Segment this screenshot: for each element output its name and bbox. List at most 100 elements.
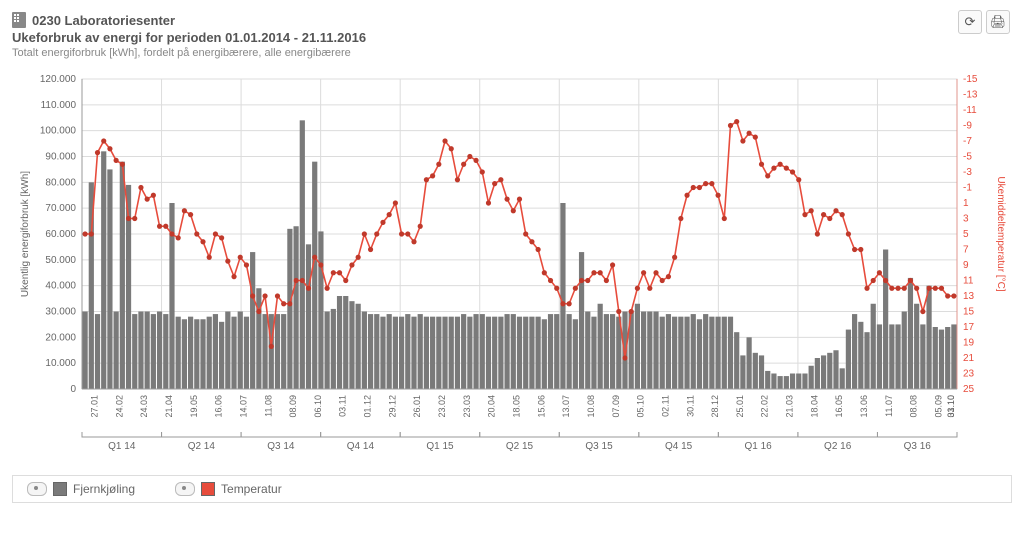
svg-text:Q3 16: Q3 16 (904, 441, 932, 452)
svg-text:10.000: 10.000 (45, 358, 76, 369)
svg-text:23.02: 23.02 (437, 395, 447, 418)
svg-text:30.11: 30.11 (685, 395, 695, 417)
svg-text:21.04: 21.04 (164, 395, 174, 418)
svg-text:06.10: 06.10 (313, 395, 323, 418)
svg-text:3: 3 (963, 214, 969, 225)
svg-text:23: 23 (963, 369, 975, 380)
legend: Fjernkjøling Temperatur (12, 475, 1012, 503)
refresh-button[interactable]: ⟳ (958, 10, 982, 34)
svg-text:17: 17 (963, 322, 975, 333)
energy-chart: 0 10.000 20.000 30.000 40.000 50.000 60.000 70.… (12, 69, 1012, 469)
svg-text:50.000: 50.000 (45, 255, 76, 266)
svg-text:27.01: 27.01 (90, 395, 100, 418)
svg-text:Q1 16: Q1 16 (745, 441, 773, 452)
svg-text:21: 21 (963, 353, 975, 364)
svg-text:18.04: 18.04 (809, 395, 819, 418)
legend-item-fjernkjoling[interactable]: Fjernkjøling (27, 482, 135, 496)
legend-item-temperatur[interactable]: Temperatur (175, 482, 282, 496)
building-header: 0230 Laboratoriesenter (12, 12, 1012, 28)
svg-text:100.000: 100.000 (40, 126, 77, 137)
svg-text:-9: -9 (963, 121, 972, 132)
svg-text:13.06: 13.06 (859, 395, 869, 418)
print-button[interactable]: 🖨 (986, 10, 1010, 34)
svg-text:24.02: 24.02 (114, 395, 124, 418)
svg-text:11.07: 11.07 (884, 395, 894, 417)
svg-text:110.000: 110.000 (41, 100, 77, 111)
svg-text:05.09: 05.09 (933, 395, 943, 418)
svg-text:05.10: 05.10 (636, 395, 646, 418)
chart-container: 0 10.000 20.000 30.000 40.000 50.000 60.000 70.… (12, 69, 1012, 469)
svg-text:20.04: 20.04 (487, 395, 497, 418)
legend-swatch (201, 482, 215, 496)
svg-text:7: 7 (963, 245, 969, 256)
svg-text:01.12: 01.12 (363, 395, 373, 418)
svg-text:08.09: 08.09 (288, 395, 298, 418)
svg-text:30.000: 30.000 (45, 307, 76, 318)
svg-text:120.000: 120.000 (40, 74, 77, 85)
svg-text:-5: -5 (963, 152, 972, 163)
svg-text:07.09: 07.09 (611, 395, 621, 418)
svg-text:Q2 14: Q2 14 (188, 441, 216, 452)
svg-text:14.07: 14.07 (238, 395, 248, 418)
svg-text:15: 15 (963, 307, 975, 318)
svg-text:80.000: 80.000 (45, 177, 76, 188)
svg-text:-11: -11 (963, 105, 977, 116)
svg-text:20.000: 20.000 (45, 332, 76, 343)
svg-text:60.000: 60.000 (45, 229, 76, 240)
svg-text:28.12: 28.12 (710, 395, 720, 418)
building-icon (12, 12, 26, 28)
svg-text:29.12: 29.12 (387, 395, 397, 418)
svg-text:02.11: 02.11 (660, 395, 670, 417)
svg-text:9: 9 (963, 260, 969, 271)
svg-text:Q2 15: Q2 15 (506, 441, 534, 452)
svg-text:90.000: 90.000 (45, 152, 76, 163)
svg-text:19.05: 19.05 (189, 395, 199, 418)
svg-text:Q1 15: Q1 15 (426, 441, 454, 452)
svg-text:-15: -15 (963, 74, 978, 85)
svg-text:31.10: 31.10 (946, 395, 956, 418)
svg-text:Q1 14: Q1 14 (108, 441, 136, 452)
svg-text:-1: -1 (963, 183, 972, 194)
svg-text:23.03: 23.03 (462, 395, 472, 418)
svg-text:Q3 15: Q3 15 (585, 441, 613, 452)
page-subtitle: Totalt energiforbruk [kWh], fordelt på e… (12, 47, 1012, 59)
svg-text:Ukentlig energiforbruk [kWh]: Ukentlig energiforbruk [kWh] (20, 171, 31, 297)
svg-text:-3: -3 (963, 167, 972, 178)
svg-text:25.01: 25.01 (735, 395, 745, 418)
svg-text:11.08: 11.08 (263, 395, 273, 417)
svg-text:15.06: 15.06 (536, 395, 546, 418)
visibility-toggle-icon[interactable] (175, 482, 195, 496)
svg-text:26.01: 26.01 (412, 395, 422, 418)
svg-text:13: 13 (963, 291, 975, 302)
legend-label: Temperatur (221, 482, 282, 496)
svg-text:16.06: 16.06 (214, 395, 224, 418)
svg-text:22.02: 22.02 (760, 395, 770, 418)
svg-text:08.08: 08.08 (909, 395, 919, 418)
svg-text:10.08: 10.08 (586, 395, 596, 418)
svg-text:5: 5 (963, 229, 969, 240)
svg-text:Ukemiddeltemperatur [°C]: Ukemiddeltemperatur [°C] (995, 176, 1006, 291)
svg-text:13.07: 13.07 (561, 395, 571, 418)
svg-text:18.05: 18.05 (512, 395, 522, 418)
svg-text:Q4 14: Q4 14 (347, 441, 375, 452)
visibility-toggle-icon[interactable] (27, 482, 47, 496)
svg-text:-7: -7 (963, 136, 972, 147)
svg-text:25: 25 (963, 384, 975, 395)
svg-text:Q4 15: Q4 15 (665, 441, 693, 452)
svg-text:-13: -13 (963, 90, 978, 101)
svg-text:40.000: 40.000 (45, 281, 76, 292)
svg-text:16.05: 16.05 (834, 395, 844, 418)
page-title: Ukeforbruk av energi for perioden 01.01.… (12, 30, 1012, 45)
svg-text:03.11: 03.11 (338, 395, 348, 417)
svg-text:19: 19 (963, 338, 975, 349)
svg-text:Q3 14: Q3 14 (267, 441, 295, 452)
svg-text:70.000: 70.000 (45, 203, 76, 214)
legend-label: Fjernkjøling (73, 482, 135, 496)
svg-text:Q2 16: Q2 16 (824, 441, 852, 452)
svg-text:0: 0 (70, 384, 76, 395)
svg-text:24.03: 24.03 (139, 395, 149, 418)
svg-text:21.03: 21.03 (785, 395, 795, 418)
building-code-name: 0230 Laboratoriesenter (32, 13, 175, 28)
svg-text:1: 1 (963, 198, 969, 209)
legend-swatch (53, 482, 67, 496)
